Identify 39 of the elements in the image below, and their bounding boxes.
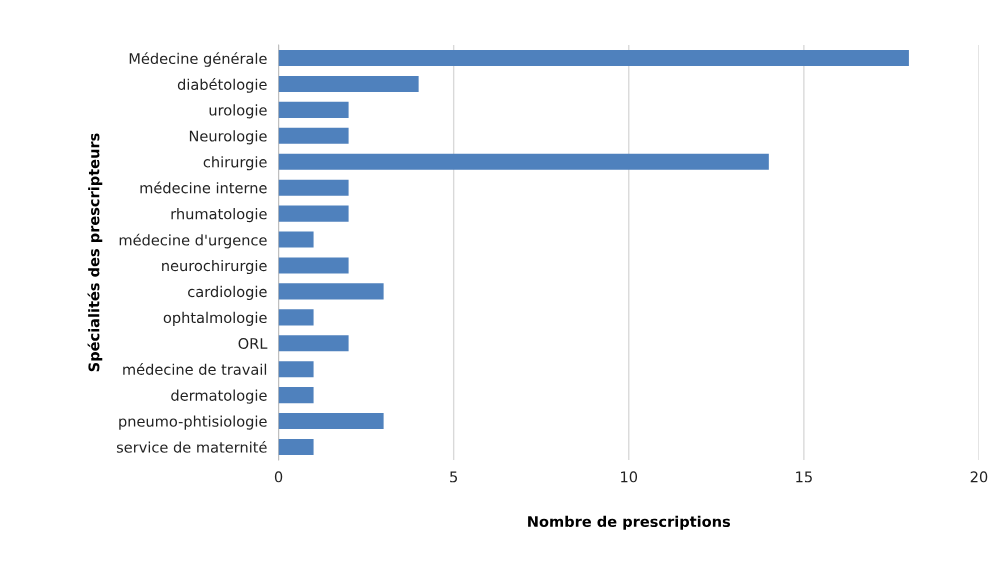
bar xyxy=(278,153,769,170)
bar xyxy=(278,335,349,352)
y-tick-label: pneumo-phtisiologie xyxy=(119,415,267,430)
x-tick-label: 0 xyxy=(274,471,283,483)
x-axis-title: Nombre de prescriptions xyxy=(528,515,731,530)
y-tick-label: chirurgie xyxy=(203,156,267,171)
x-tick-label: 20 xyxy=(970,471,988,483)
y-tick-label: neurochirurgie xyxy=(162,259,267,275)
y-tick-label: cardiologie xyxy=(188,285,267,300)
y-tick-label: ORL xyxy=(238,337,268,350)
y-tick-label: rhumatologie xyxy=(171,208,267,223)
bar xyxy=(278,231,314,248)
bar xyxy=(278,257,349,274)
bar xyxy=(278,205,349,222)
y-tick-label: Médecine générale xyxy=(129,52,267,67)
x-tick-label: 10 xyxy=(621,471,638,483)
bar xyxy=(278,361,314,378)
x-tick-label: 15 xyxy=(796,471,812,483)
bar xyxy=(278,101,349,118)
y-tick-label: médecine d'urgence xyxy=(119,233,267,249)
y-axis-title: Spécialités des prescripteurs xyxy=(87,133,103,372)
bar xyxy=(278,283,384,300)
y-tick-label: médecine interne xyxy=(140,181,267,194)
bar xyxy=(278,75,419,92)
bar xyxy=(278,413,384,430)
bar xyxy=(278,179,349,196)
bar xyxy=(278,387,314,404)
bar xyxy=(278,309,314,326)
y-tick-label: Neurologie xyxy=(189,130,267,145)
bar xyxy=(278,438,314,456)
y-tick-label: ophtalmologie xyxy=(163,311,267,326)
bar xyxy=(278,49,909,67)
x-tick-label: 5 xyxy=(450,471,458,483)
bar xyxy=(278,127,349,144)
y-tick-label: service de maternité xyxy=(116,440,267,453)
y-tick-label: urologie xyxy=(209,104,267,119)
y-tick-label: médecine de travail xyxy=(123,363,267,375)
y-tick-label: diabétologie xyxy=(177,78,267,93)
y-tick-label: dermatologie xyxy=(171,389,267,404)
